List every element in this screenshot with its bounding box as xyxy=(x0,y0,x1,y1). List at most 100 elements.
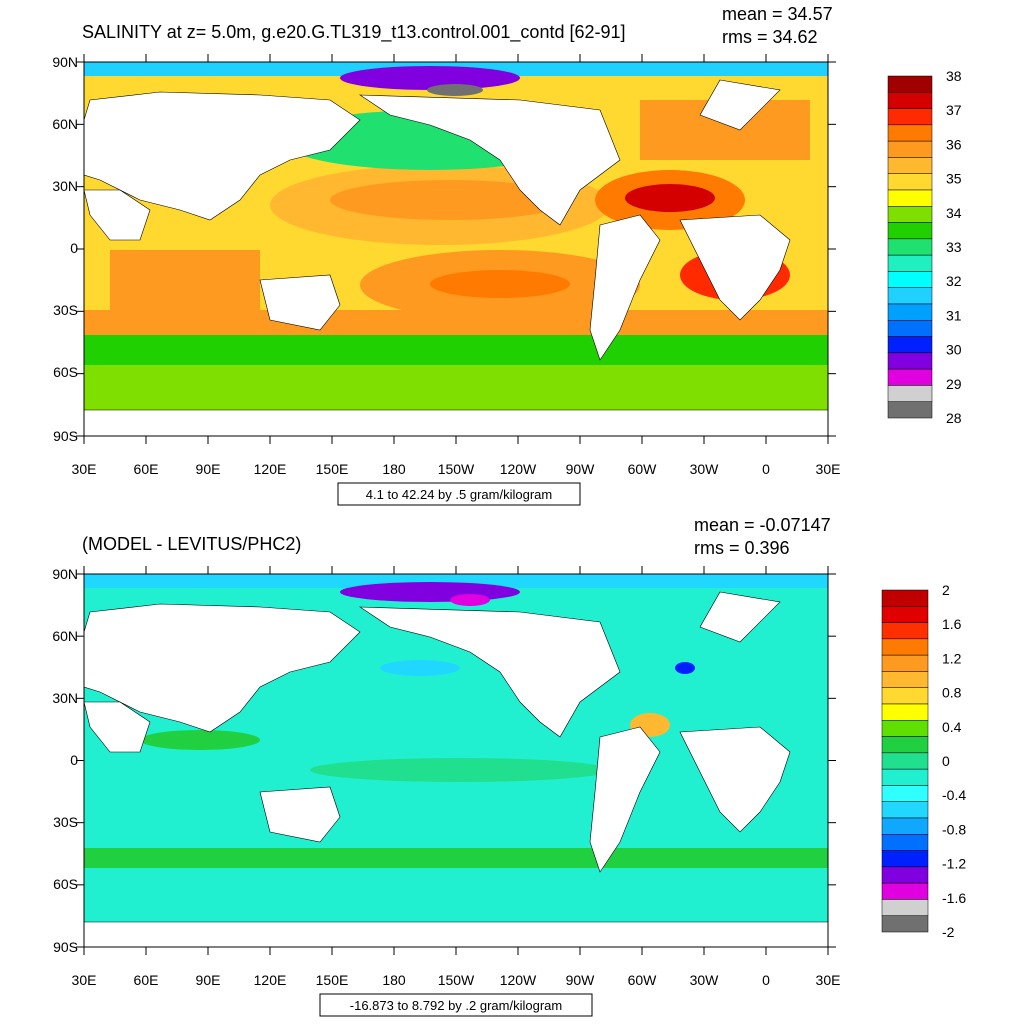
colorbar-label: 36 xyxy=(946,136,962,152)
colorbar-label: 1.6 xyxy=(942,616,962,632)
colorbar-label: -1.6 xyxy=(942,890,966,906)
lat-label: 90S xyxy=(53,939,78,955)
indian-ocean-field xyxy=(110,250,260,310)
axis-ticks xyxy=(76,54,836,955)
colorbar-swatch xyxy=(887,320,933,337)
colorbar-swatch xyxy=(887,336,933,354)
colorbar-label: 32 xyxy=(946,273,962,289)
lon-label: 60E xyxy=(134,461,159,477)
colorbar-swatch xyxy=(881,606,929,623)
colorbar-label: -2 xyxy=(942,924,955,940)
contour-info: -16.873 to 8.792 by .2 gram/kilogram xyxy=(350,998,562,1013)
colorbar-label: 30 xyxy=(946,342,962,358)
colorbar-label: 33 xyxy=(946,239,962,255)
southern-ocean-band xyxy=(84,848,828,868)
colorbar-swatch xyxy=(887,92,933,109)
colorbar-swatch xyxy=(887,287,933,305)
colorbar-swatch xyxy=(887,157,933,174)
lat-label: 30S xyxy=(53,302,78,318)
colorbar-label: -0.4 xyxy=(942,787,966,803)
colorbar-swatch xyxy=(881,638,929,656)
colorbar-swatch xyxy=(887,368,933,386)
colorbar-label: 35 xyxy=(946,171,962,187)
arctic-minimum xyxy=(427,84,483,96)
lon-label: 120W xyxy=(500,972,537,988)
colorbar-swatch xyxy=(881,671,929,688)
colorbar-swatch xyxy=(887,173,933,191)
lon-label: 90E xyxy=(196,972,221,988)
colorbar-swatch xyxy=(881,687,929,705)
colorbar-swatch xyxy=(881,882,929,900)
colorbar-swatch xyxy=(887,222,933,240)
indian-ocean-bias xyxy=(140,730,260,750)
colorbar: 2 1.6 1.2 0.8 0.4 0 -0.4 -0.8 -1.2 -1.6 -2 xyxy=(881,582,966,940)
colorbar-swatch xyxy=(881,736,929,754)
colorbar-swatch xyxy=(887,189,933,207)
colorbar-label: 28 xyxy=(946,410,962,426)
contour-info: 4.1 to 42.24 by .5 gram/kilogram xyxy=(366,487,552,502)
colorbar-swatch xyxy=(881,752,929,770)
lon-label: 150W xyxy=(438,972,475,988)
colorbar-label: -0.8 xyxy=(942,821,966,837)
lon-label: 90W xyxy=(566,461,596,477)
panel-title: SALINITY at z= 5.0m, g.e20.G.TL319_t13.c… xyxy=(82,22,626,43)
colorbar-swatch xyxy=(887,271,933,288)
colorbar-label: 2 xyxy=(942,582,950,598)
difference-panel: (MODEL - LEVITUS/PHC2) mean = -0.07147 r… xyxy=(52,515,966,1017)
lon-label: 0 xyxy=(762,461,770,477)
lon-label: 90E xyxy=(196,461,221,477)
colorbar-swatch xyxy=(881,817,929,835)
lon-axis: 30E 60E 90E 120E 150E 180 150W 120W 90W … xyxy=(72,461,841,477)
north-pacific-core xyxy=(330,180,570,220)
colorbar-swatch xyxy=(881,703,929,721)
lon-label: 30E xyxy=(816,461,841,477)
continents xyxy=(84,591,828,947)
colorbar-label: 34 xyxy=(946,205,962,221)
colorbar-swatch xyxy=(887,75,933,93)
colorbar-swatch xyxy=(887,303,933,321)
contour-info-box xyxy=(319,993,593,1017)
arctic-band xyxy=(84,574,828,588)
arctic-minimum xyxy=(450,594,490,606)
colorbar-label: 29 xyxy=(946,376,962,392)
lat-label: 60S xyxy=(53,876,78,892)
lat-label: 60N xyxy=(52,116,78,132)
pacific-equatorial-bias xyxy=(310,758,610,782)
colorbar-swatch xyxy=(881,654,929,672)
lon-label: 30E xyxy=(72,461,97,477)
colorbar-swatch xyxy=(887,124,933,142)
lat-axis: 90N 60N 30N 0 30S 60S 90S xyxy=(52,54,78,444)
lat-label: 60S xyxy=(53,364,78,380)
lat-label: 30N xyxy=(52,178,78,194)
colorbar-swatch xyxy=(887,401,933,419)
colorbar-label: -1.2 xyxy=(942,856,966,872)
lon-label: 0 xyxy=(762,972,770,988)
lat-label: 90N xyxy=(52,54,78,70)
contour-info-box xyxy=(337,482,581,506)
mean-label: mean = -0.07147 xyxy=(694,515,831,535)
lon-label: 30E xyxy=(72,972,97,988)
arctic-difference xyxy=(340,582,520,602)
colorbar-label: 0 xyxy=(942,753,950,769)
lon-axis: 30E 60E 90E 120E 150E 180 150W 120W 90W … xyxy=(72,972,841,988)
rms-label: rms = 34.62 xyxy=(722,27,818,47)
lon-label: 120E xyxy=(254,461,287,477)
lon-label: 60E xyxy=(134,972,159,988)
lat-label: 30N xyxy=(52,690,78,706)
colorbar-swatch xyxy=(881,834,929,851)
colorbar-swatch xyxy=(881,622,929,640)
colorbar-swatch xyxy=(887,254,933,272)
lat-label: 90N xyxy=(52,566,78,582)
lat-label: 60N xyxy=(52,628,78,644)
lon-label: 60W xyxy=(628,972,658,988)
lon-label: 150E xyxy=(316,461,349,477)
colorbar-label: 0.4 xyxy=(942,719,962,735)
lon-label: 60W xyxy=(628,461,658,477)
colorbar-label: 1.2 xyxy=(942,650,962,666)
colorbar-swatch xyxy=(881,866,929,884)
lon-label: 150W xyxy=(438,461,475,477)
difference-map xyxy=(84,574,828,947)
south-pacific-core xyxy=(430,270,570,298)
colorbar-swatch xyxy=(881,899,929,916)
colorbar-label: 0.8 xyxy=(942,685,962,701)
